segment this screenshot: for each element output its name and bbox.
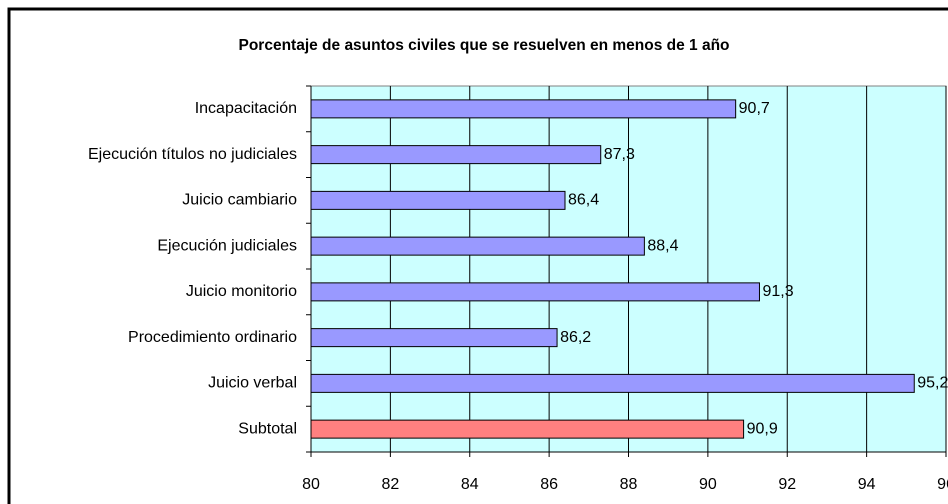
x-tick-label: 82 [381,476,399,493]
x-tick-label: 92 [778,476,796,493]
bar [310,99,737,119]
x-tick-label: 86 [540,476,558,493]
x-tick-label: 96 [937,476,948,493]
bar [310,145,602,165]
x-tick-label: 94 [858,476,876,493]
chart-title: Porcentaje de asuntos civiles que se res… [238,37,729,54]
data-label: 90,7 [739,100,770,117]
data-label: 88,4 [647,237,678,254]
x-tick-label: 90 [699,476,717,493]
bar [310,328,558,348]
data-label: 86,4 [568,192,599,209]
y-tick-label: Juicio verbal [208,375,297,392]
y-tick-label: Procedimiento ordinario [128,329,297,346]
data-label: 91,3 [762,283,793,300]
data-label: 87,3 [604,146,635,163]
bar [310,236,645,256]
x-tick-label: 88 [620,476,638,493]
data-label: 95,2 [917,375,948,392]
bar [310,190,566,210]
y-tick-label: Subtotal [238,420,297,437]
data-label: 86,2 [560,329,591,346]
y-tick-label: Incapacitación [195,100,297,117]
bar [310,373,915,393]
bar [310,419,745,439]
y-tick-label: Juicio monitorio [186,283,297,300]
x-tick-label: 80 [302,476,320,493]
y-tick-label: Juicio cambiario [182,192,297,209]
x-tick-label: 84 [461,476,479,493]
bar [310,282,760,302]
y-tick-label: Ejecución judiciales [157,237,297,254]
y-tick-label: Ejecución títulos no judiciales [88,146,297,163]
data-label: 90,9 [747,420,778,437]
